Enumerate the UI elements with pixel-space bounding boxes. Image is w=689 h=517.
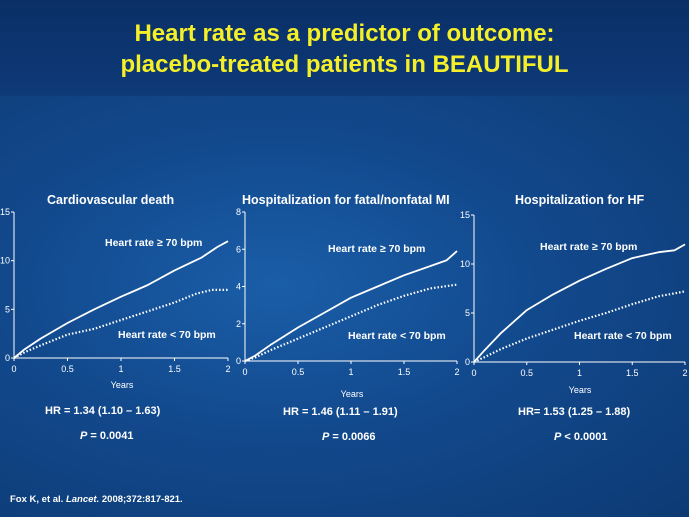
- x-tick-label: 2: [454, 367, 459, 377]
- hr-stat-hf: HR= 1.53 (1.25 – 1.88): [518, 406, 631, 418]
- x-tick-label: 1.5: [626, 368, 639, 378]
- x-tick-label: 2: [682, 368, 687, 378]
- slide-title-line2: placebo-treated patients in BEAUTIFUL: [120, 51, 569, 78]
- slide-title: Heart rate as a predictor of outcome: pl…: [0, 18, 689, 80]
- x-tick-label: 2: [225, 364, 230, 374]
- series-hr-high-line-mi: [244, 250, 458, 362]
- y-tick-label: 4: [236, 282, 241, 292]
- series-hr-high-line-hf: [473, 243, 686, 363]
- slide-background: [0, 96, 689, 517]
- reference-journal: Lancet.: [65, 494, 100, 505]
- x-axis-title: Years: [341, 389, 364, 399]
- series-label-hr-low: Heart rate < 70 bpm: [348, 330, 446, 342]
- slide-title-line1: Heart rate as a predictor of outcome:: [134, 20, 555, 47]
- p-stat-mi: P = 0.0066: [322, 431, 376, 443]
- y-tick-label: 10: [460, 259, 470, 269]
- y-tick-label: 2: [236, 319, 241, 329]
- series-hr-low-line-hf: [473, 290, 686, 363]
- x-tick-label: 1: [577, 368, 582, 378]
- hr-stat-mi: HR = 1.46 (1.11 – 1.91): [283, 406, 398, 418]
- y-tick-label: 5: [5, 304, 10, 314]
- x-tick-label: 0.5: [520, 368, 533, 378]
- p-value: = 0.0066: [332, 431, 376, 443]
- y-tick-label: 0: [236, 356, 241, 366]
- p-stat-hf: P < 0.0001: [554, 431, 608, 443]
- p-value: = 0.0041: [90, 430, 134, 442]
- y-tick-label: 0: [465, 357, 470, 367]
- x-tick-label: 1: [348, 367, 353, 377]
- series-hr-low-line-cv-death: [13, 288, 228, 359]
- p-label: P: [554, 431, 562, 443]
- y-tick-label: 6: [236, 244, 241, 254]
- reference-citation: 2008;372:817-821.: [101, 494, 183, 505]
- x-tick-label: 1.5: [398, 367, 411, 377]
- reference: Fox K, et al. Lancet. 2008;372:817-821.: [10, 494, 183, 505]
- panel-title-mi: Hospitalization for fatal/nonfatal MI: [242, 193, 450, 207]
- reference-author: Fox K, et al.: [10, 494, 64, 505]
- series-hr-high-line-cv-death: [13, 240, 229, 359]
- hr-stat-cv-death: HR = 1.34 (1.10 – 1.63): [45, 405, 161, 417]
- y-tick-label: 8: [236, 207, 241, 217]
- series-label-hr-high: Heart rate ≥ 70 bpm: [328, 243, 425, 255]
- x-tick-label: 0.5: [292, 367, 305, 377]
- y-tick-label: 15: [0, 207, 10, 217]
- p-label: P: [80, 430, 88, 442]
- panel-title-cv-death: Cardiovascular death: [47, 193, 175, 207]
- x-tick-label: 0: [242, 367, 247, 377]
- x-tick-label: 0: [11, 364, 16, 374]
- p-label: P: [322, 431, 330, 443]
- x-axis-title: Years: [569, 385, 592, 395]
- x-tick-label: 1.5: [168, 364, 181, 374]
- title-band: [0, 0, 689, 96]
- p-stat-cv-death: P = 0.0041: [80, 430, 134, 442]
- series-hr-low-line-mi: [244, 283, 458, 363]
- x-tick-label: 0.5: [61, 364, 74, 374]
- series-label-hr-high: Heart rate ≥ 70 bpm: [105, 237, 202, 249]
- series-label-hr-high: Heart rate ≥ 70 bpm: [540, 241, 637, 253]
- series-label-hr-low: Heart rate < 70 bpm: [118, 329, 216, 341]
- series-label-hr-low: Heart rate < 70 bpm: [574, 330, 672, 342]
- y-tick-label: 5: [465, 308, 470, 318]
- y-tick-label: 10: [0, 256, 10, 266]
- x-tick-label: 0: [471, 368, 476, 378]
- panel-title-hf: Hospitalization for HF: [515, 193, 645, 207]
- y-tick-label: 0: [5, 353, 10, 363]
- p-value: < 0.0001: [564, 431, 608, 443]
- x-axis-title: Years: [111, 380, 134, 390]
- x-tick-label: 1: [118, 364, 123, 374]
- y-tick-label: 15: [460, 210, 470, 220]
